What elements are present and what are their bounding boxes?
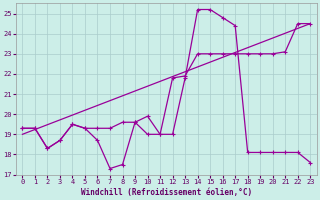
X-axis label: Windchill (Refroidissement éolien,°C): Windchill (Refroidissement éolien,°C) [81, 188, 252, 197]
